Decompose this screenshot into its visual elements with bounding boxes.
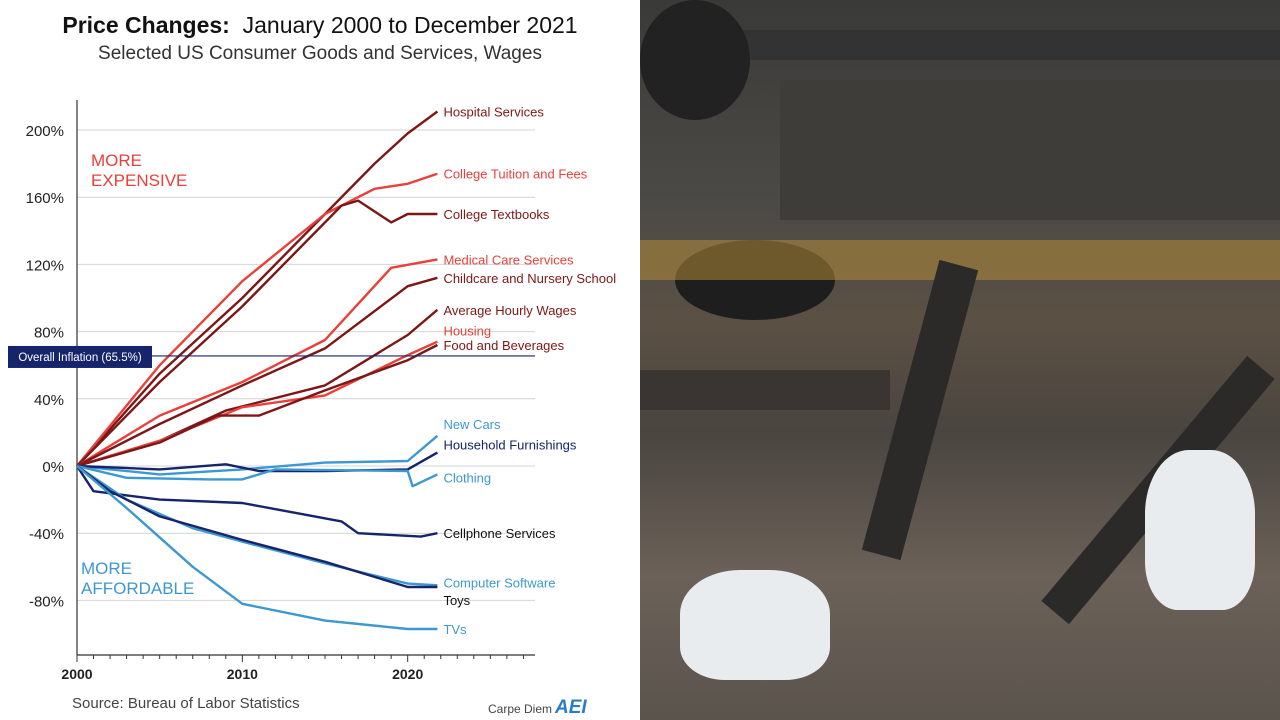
- series-label: Medical Care Services: [443, 252, 574, 267]
- y-tick-label: 0%: [42, 459, 64, 476]
- series-line-toys: [76, 465, 438, 589]
- brand-text: Carpe Diem: [488, 702, 553, 716]
- series-line-food-and-beverages: [76, 343, 438, 468]
- series-line-housing: [76, 340, 438, 468]
- y-tick-label: 160%: [26, 190, 64, 207]
- brand-logo: Carpe Diem AEI: [488, 697, 587, 719]
- line-chart: 200% 160% 120% 80% 40% 0% -40% -80% 2000 2010 2020…: [8, 100, 616, 682]
- series-label: College Tuition and Fees: [443, 167, 587, 182]
- more-expensive-label: EXPENSIVE: [91, 171, 187, 190]
- y-tick-label: 120%: [26, 257, 64, 274]
- inflation-label-box: [8, 345, 152, 368]
- series-line-clothing: [76, 464, 438, 488]
- photo-truck-underside: [780, 80, 1280, 220]
- series-line-new-cars: [76, 434, 439, 476]
- source-note: Source: Bureau of Labor Statistics: [72, 695, 300, 712]
- y-tick-label: -80%: [29, 593, 64, 610]
- series-label: Food and Beverages: [443, 338, 564, 353]
- series-label: Computer Software: [443, 575, 555, 590]
- title-rest: January 2000 to December 2021: [242, 12, 578, 38]
- y-tick-label: -40%: [29, 526, 64, 543]
- photo-beam: [740, 30, 1280, 60]
- x-tick-label: 2020: [392, 666, 423, 682]
- photo-beam: [640, 370, 890, 410]
- photo-wreckage-scene: [640, 0, 1280, 720]
- series-label: New Cars: [443, 417, 501, 432]
- photo-beam: [861, 259, 979, 561]
- x-tick-label: 2000: [61, 666, 92, 682]
- aei-logo: AEI: [555, 697, 587, 718]
- photo-worker: [680, 570, 830, 680]
- title-bold: Price Changes:: [62, 12, 230, 38]
- photo-worker: [1145, 450, 1255, 610]
- chart-subtitle: Selected US Consumer Goods and Services,…: [98, 43, 542, 64]
- series-label: College Textbooks: [443, 207, 549, 222]
- more-affordable-label: AFFORDABLE: [81, 579, 194, 598]
- y-tick-label: 80%: [34, 325, 64, 342]
- series-label: Hospital Services: [443, 105, 544, 120]
- y-tick-label: 40%: [34, 392, 64, 409]
- series-line-cellphone-services: [75, 465, 438, 538]
- series-label: Toys: [443, 593, 470, 608]
- series-label: Childcare and Nursery School: [443, 271, 616, 286]
- series-label: Household Furnishings: [443, 438, 576, 453]
- series-label: Average Hourly Wages: [443, 303, 576, 318]
- y-tick-label: 200%: [26, 123, 64, 140]
- inflation-label: Overall Inflation (65.5%): [18, 352, 142, 364]
- more-affordable-label: MORE: [81, 559, 132, 578]
- series-line-household-furnishings: [76, 451, 438, 473]
- chart-panel: Price Changes: January 2000 to December …: [0, 12, 640, 719]
- series-line-average-hourly-wages: [76, 308, 439, 468]
- series-label: TVs: [443, 622, 467, 637]
- series-label: Clothing: [443, 470, 491, 485]
- series-line-tvs: [76, 465, 438, 631]
- series-line-college-tuition-and-fees: [76, 172, 438, 467]
- series-line-childcare-and-nursery-school: [76, 276, 438, 468]
- series-line-college-textbooks: [76, 199, 438, 467]
- chart-title: Price Changes: January 2000 to December …: [0, 12, 640, 39]
- series-label: Housing: [443, 324, 491, 339]
- x-tick-label: 2010: [227, 666, 258, 682]
- series-label: Cellphone Services: [443, 526, 556, 541]
- more-expensive-label: MORE: [91, 151, 142, 170]
- series-line-medical-care-services: [76, 258, 438, 468]
- photo-tire: [640, 0, 750, 120]
